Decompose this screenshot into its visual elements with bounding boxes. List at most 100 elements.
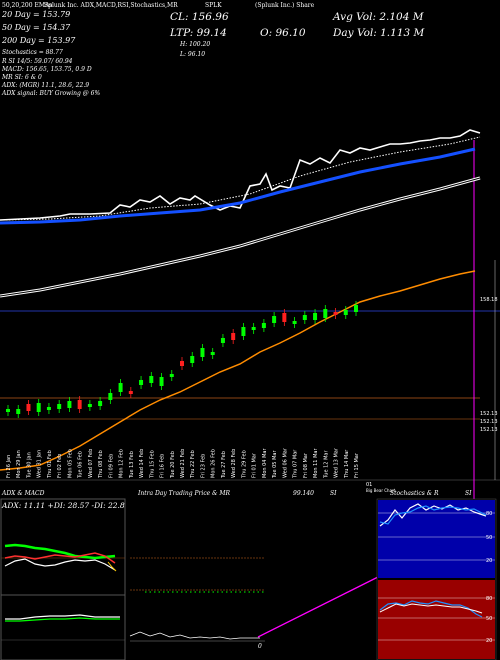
- adx-panel-values: ADX: 11.11 +DI: 28.57 -DI: 22.8: [2, 501, 125, 510]
- x-axis-label: Fri 15 Mar: [354, 452, 360, 478]
- x-axis-label: Mon 04 Mar: [262, 448, 268, 478]
- candle-body: [6, 409, 10, 412]
- candle-body: [118, 383, 123, 392]
- x-axis-label: Fri 08 Mar: [303, 452, 309, 478]
- header-symbol: SPLK: [205, 2, 222, 9]
- candle-body: [26, 404, 31, 411]
- candle-body: [108, 393, 113, 400]
- high-value: H: 100.20: [180, 41, 211, 48]
- mini-sub: Big Bear Chart: [366, 488, 396, 493]
- adx-value: ADX: (MGR) 11.1, 28.6, 22.9: [2, 82, 90, 89]
- rsi-tick-20: 20: [486, 638, 492, 644]
- x-axis-labels: Fri 26 Jan Mon 29 Jan Tue 30 Jan Wed 31 Jan…: [6, 447, 360, 479]
- rsi-bg: [378, 580, 495, 659]
- candle-body: [333, 312, 338, 315]
- x-axis-label: Thu 14 Mar: [344, 449, 350, 479]
- candle-body: [98, 401, 103, 406]
- candle-body: [46, 407, 51, 410]
- x-axis-label: Wed 06 Mar: [282, 447, 288, 478]
- x-axis-label: Mon 26 Feb: [211, 449, 217, 478]
- intraday-si-label: SI: [330, 490, 337, 497]
- x-axis-label: Thu 08 Feb: [98, 450, 104, 479]
- candle-body: [251, 327, 256, 330]
- stochastics-panel-title: Stochastics & R: [390, 490, 439, 497]
- ema200-line: [0, 176, 481, 298]
- stoch-tick-20: 20: [486, 558, 492, 564]
- x-axis-label: Fri 16 Feb: [160, 454, 166, 478]
- rsi-value: R SI 14/5: 59.07/ 60.94: [2, 58, 73, 65]
- candle-body: [220, 338, 225, 343]
- x-axis-label: Mon 11 Mar: [313, 448, 319, 478]
- candle-body: [343, 310, 348, 315]
- intraday-panel: [128, 499, 368, 660]
- x-axis-label: Wed 28 Feb: [231, 449, 237, 478]
- stoch-tick-50: 50: [486, 535, 492, 541]
- day-vol-value: Day Vol: 1.113 M: [333, 27, 425, 39]
- x-axis-label: Tue 12 Mar: [323, 450, 329, 479]
- stochastics-si-label: SI: [465, 490, 472, 497]
- price-line: [0, 129, 481, 221]
- ema50-line: [0, 147, 476, 225]
- candle-body: [57, 404, 62, 409]
- adx-signal-value: ADX signal: BUY Growing @ 6%: [2, 90, 101, 97]
- candle-body: [139, 380, 144, 385]
- x-axis-label: Tue 27 Feb: [221, 451, 227, 479]
- candle-body: [200, 348, 205, 357]
- minus-di-line: [4, 552, 116, 564]
- ema20-value: 20 Day = 153.79: [2, 10, 71, 19]
- candle-body: [77, 400, 82, 409]
- x-axis-label: Wed 31 Jan: [37, 450, 43, 478]
- candle-body: [292, 321, 297, 324]
- candle-body: [169, 374, 174, 377]
- candle-body: [36, 403, 41, 412]
- intraday-zero-label: 0: [258, 643, 262, 650]
- candle-body: [282, 313, 287, 322]
- candle-body: [67, 401, 72, 408]
- candle-body: [272, 316, 277, 323]
- x-axis-label: Thu 29 Feb: [241, 450, 247, 479]
- candle-body: [261, 323, 266, 328]
- x-axis-label: Thu 07 Mar: [293, 449, 299, 479]
- ema50-value: 50 Day = 154.37: [2, 23, 71, 32]
- candle-body: [16, 409, 21, 414]
- intraday-mr-line: [129, 631, 260, 640]
- candle-body: [190, 356, 195, 363]
- rsi-signal-line: [379, 603, 483, 614]
- intraday-price-value: 99.140: [293, 490, 314, 497]
- x-axis-label: Fri 09 Feb: [108, 454, 114, 478]
- open-value: O: 96.10: [260, 27, 306, 39]
- price-label-3: 152.13: [480, 419, 498, 425]
- candle-body: [87, 404, 92, 407]
- x-axis-label: Wed 13 Mar: [334, 447, 340, 478]
- x-axis-label: Tue 06 Feb: [78, 451, 84, 479]
- price-label-4: 152.13: [480, 427, 498, 433]
- intraday-connector: [257, 575, 381, 638]
- plus-di-line: [4, 543, 116, 560]
- candle-body: [210, 352, 215, 355]
- x-axis-label: Fri 26 Jan: [6, 455, 12, 478]
- candle-body: [128, 391, 133, 394]
- x-axis-label: Tue 20 Feb: [170, 451, 176, 479]
- x-axis-label: Mon 05 Feb: [67, 449, 73, 478]
- mr-value: MR SI: 6 & 0: [2, 74, 42, 81]
- candle-body: [149, 376, 154, 383]
- stochastics-value: Stochastics = 88.77: [2, 49, 63, 56]
- rsi-tick-50: 50: [486, 616, 492, 622]
- candle-body: [231, 333, 236, 340]
- stoch-k-line: [379, 503, 487, 527]
- x-axis-label: Wed 07 Feb: [88, 449, 94, 478]
- candle-body: [323, 309, 328, 318]
- price-label-2: 152.13: [480, 411, 498, 417]
- avg-vol-value: Avg Vol: 2.104 M: [333, 11, 424, 23]
- candle-body: [180, 361, 184, 366]
- ltp-value: LTP: 99.14: [170, 27, 227, 39]
- header-indicators-label: Splunk Inc. ADX,MACD,RSI,Stochastics,MR: [44, 2, 178, 9]
- x-axis-label: Wed 21 Feb: [180, 449, 186, 478]
- macd-signal-line: [5, 617, 120, 622]
- rsi-tick-80: 80: [486, 596, 492, 602]
- adx-panel-title: ADX & MACD: [2, 490, 45, 497]
- candle-body: [159, 377, 164, 386]
- adx-line: [4, 558, 116, 571]
- stoch-d-line: [379, 505, 487, 525]
- x-axis-label: Mon 29 Jan: [16, 450, 22, 478]
